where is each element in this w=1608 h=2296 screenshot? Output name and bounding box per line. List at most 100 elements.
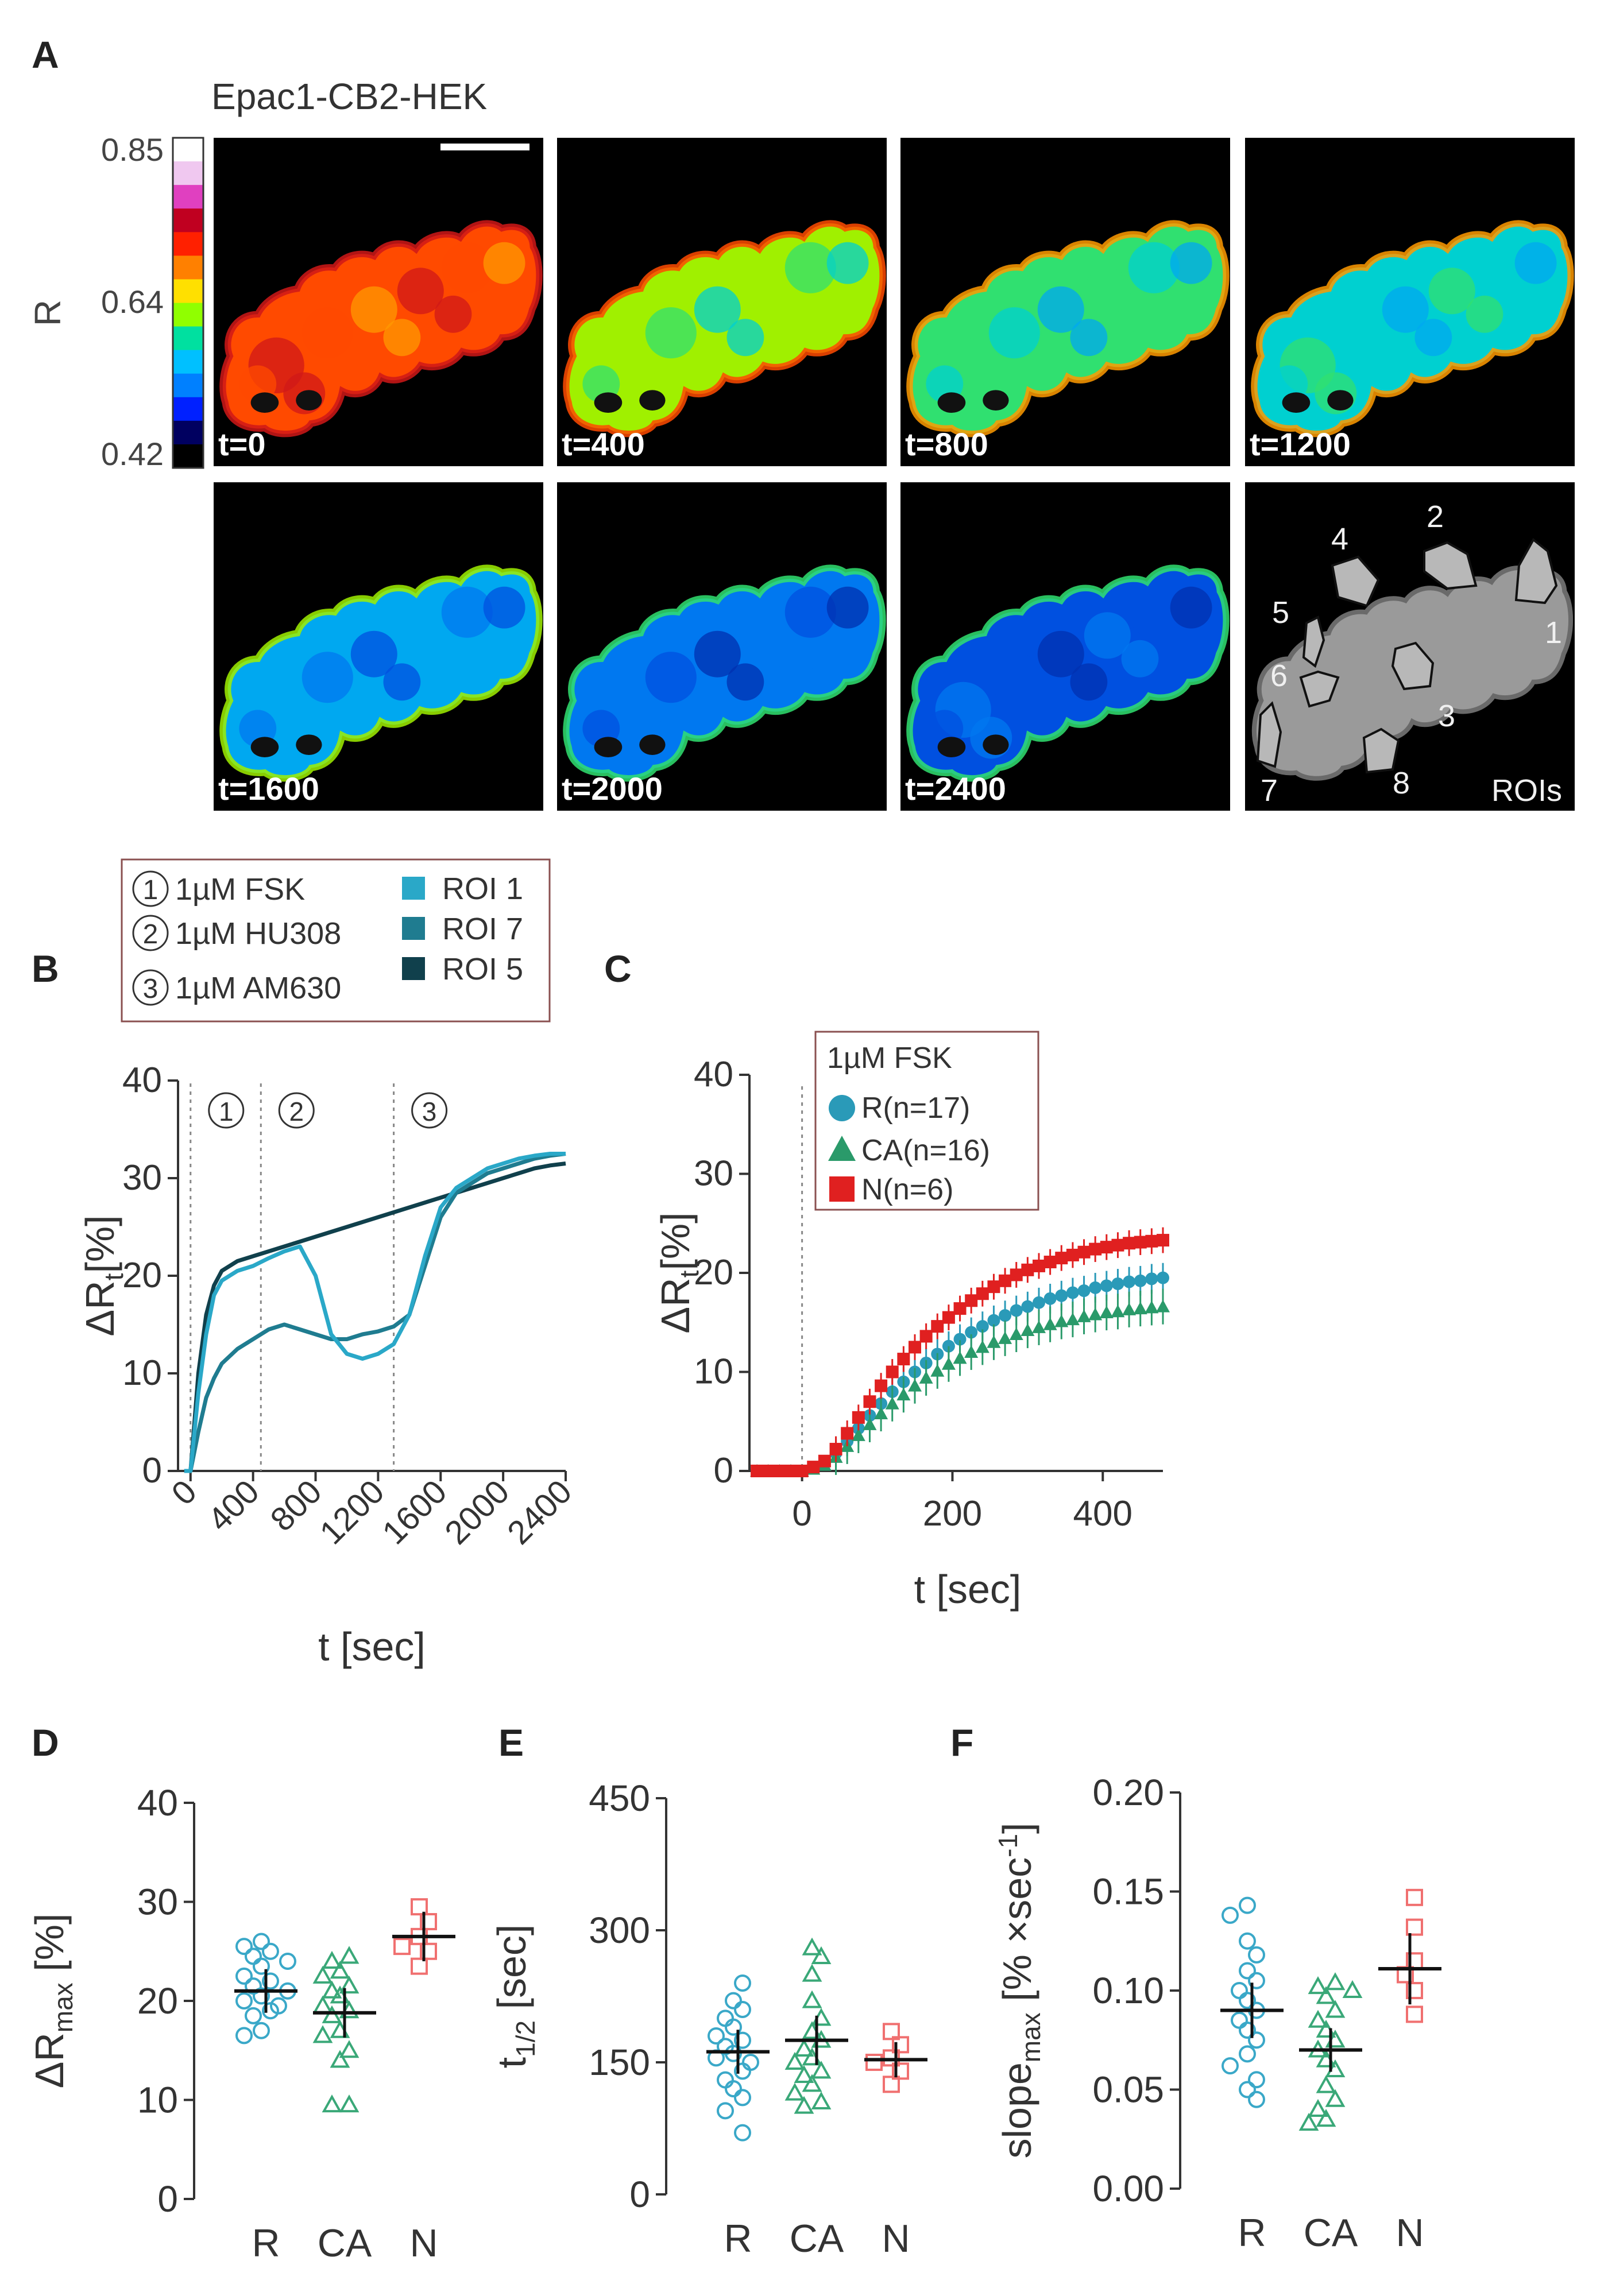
frame-time-label: t=2000 xyxy=(562,771,663,807)
legend-c-label-ca: CA(n=16) xyxy=(861,1134,990,1167)
data-point-n xyxy=(1100,1241,1113,1254)
cell-cluster xyxy=(566,223,883,434)
data-point-ca xyxy=(975,1340,989,1353)
data-point-n xyxy=(883,2049,900,2067)
addition-label: 3 xyxy=(422,1097,437,1126)
data-point-r xyxy=(976,1320,989,1333)
legend-box-b xyxy=(121,858,551,1023)
data-point-r xyxy=(734,2124,751,2142)
y-tick-label: 10 xyxy=(694,1352,733,1392)
colorbar-segment xyxy=(173,138,203,162)
data-point-ca xyxy=(1325,2000,1346,2018)
cell-texture-blob xyxy=(694,630,741,677)
data-point-n xyxy=(420,1913,437,1930)
data-point-ca xyxy=(1065,1312,1080,1326)
panel-e: E 0 150 300 450 R CA Nt1/2 [sec] xyxy=(489,1721,927,2260)
y-tick-label: 0.10 xyxy=(1092,1970,1164,2011)
data-point-r xyxy=(262,1972,279,1990)
cell-texture-blob xyxy=(1170,242,1212,284)
addition-label: 2 xyxy=(289,1097,304,1126)
data-point-r xyxy=(725,2018,742,2036)
data-point-ca xyxy=(1316,2109,1336,2127)
data-point-ca xyxy=(987,1335,1001,1348)
data-point-r xyxy=(725,1992,742,2010)
cell-texture-blob xyxy=(397,268,444,315)
data-point-ca xyxy=(1308,2098,1328,2117)
data-point-r xyxy=(253,1933,270,1950)
cell-texture-blob xyxy=(726,663,764,701)
x-tick-label: 2000 xyxy=(438,1473,516,1551)
cell-texture-blob xyxy=(383,663,421,701)
dark-nucleus xyxy=(639,734,666,755)
legend-c-label-r: R(n=17) xyxy=(861,1091,970,1125)
colorbar-max: 0.85 xyxy=(101,131,164,168)
data-point-r xyxy=(1089,1281,1102,1294)
image-frame: t=1600 xyxy=(214,482,543,811)
data-point-n xyxy=(411,1957,428,1975)
data-point-ca xyxy=(1099,1306,1114,1318)
data-point-r xyxy=(235,2027,253,2045)
y-tick-label: 0 xyxy=(714,1451,733,1490)
data-point-ca xyxy=(930,1364,945,1377)
data-point-ca xyxy=(802,1990,822,2008)
data-point-ca xyxy=(919,1370,933,1384)
data-point-n xyxy=(875,1379,888,1392)
data-point-n xyxy=(897,1353,910,1366)
data-point-r xyxy=(725,2045,742,2062)
dark-nucleus xyxy=(594,392,623,413)
data-point-ca xyxy=(339,2094,360,2113)
y-tick-label: 0 xyxy=(157,2178,178,2220)
data-point-r xyxy=(1222,1906,1239,1924)
roi-3-shape xyxy=(1391,641,1435,691)
category-label-ca: CA xyxy=(790,2217,844,2260)
data-point-ca xyxy=(312,2025,333,2043)
y-tick-label: 0 xyxy=(142,1451,162,1490)
data-point-r xyxy=(734,2031,751,2049)
cell-texture-blob xyxy=(1428,268,1475,315)
treatment-label-1: 1µM FSK xyxy=(175,872,305,907)
cell-texture-blob xyxy=(1333,307,1385,359)
dark-nucleus xyxy=(1282,392,1311,413)
colorbar-min: 0.42 xyxy=(101,436,164,472)
cell-cluster xyxy=(223,223,539,434)
cell-texture-blob xyxy=(726,319,764,357)
dark-nucleus xyxy=(1327,390,1354,411)
y-tick-label: 20 xyxy=(122,1256,162,1295)
dark-nucleus xyxy=(250,737,279,758)
data-point-r xyxy=(1222,2057,1239,2075)
data-point-ca xyxy=(794,2038,814,2057)
cell-texture-blob xyxy=(1084,612,1131,659)
cell-texture-blob xyxy=(1037,286,1084,333)
data-point-n xyxy=(773,1465,786,1477)
data-point-r xyxy=(734,2001,751,2018)
data-point-n xyxy=(762,1465,775,1477)
legend-c-marker-r xyxy=(829,1095,855,1121)
data-point-r xyxy=(1239,1896,1256,1914)
y-axis-title: ΔRmax [%] xyxy=(27,1914,78,2089)
colorbar-segment xyxy=(173,208,203,233)
data-point-r xyxy=(717,2071,734,2089)
addition-marker xyxy=(411,1092,448,1129)
data-point-r xyxy=(1248,2090,1265,2108)
roi-4-shape xyxy=(1331,555,1380,607)
cell-texture-blob xyxy=(434,640,472,677)
colorbar-segment xyxy=(173,373,203,398)
dark-nucleus xyxy=(296,734,322,755)
data-point-r xyxy=(1239,1932,1256,1950)
scale-bar xyxy=(440,144,529,150)
data-point-r xyxy=(253,2022,270,2039)
roi-label-2: 2 xyxy=(1427,500,1444,534)
data-point-ca xyxy=(322,1980,342,1999)
y-axis-title: slopemax [% ×sec-1] xyxy=(993,1822,1046,2158)
data-point-ca xyxy=(322,2005,342,2023)
data-point-n xyxy=(1111,1238,1124,1252)
data-point-n xyxy=(818,1454,831,1468)
colorbar-label: R xyxy=(27,300,68,326)
data-point-r xyxy=(245,1947,262,1965)
data-point-ca xyxy=(802,1964,822,1982)
data-point-n xyxy=(1134,1236,1147,1249)
data-point-ca xyxy=(998,1331,1012,1344)
cell-texture-blob xyxy=(826,586,869,629)
